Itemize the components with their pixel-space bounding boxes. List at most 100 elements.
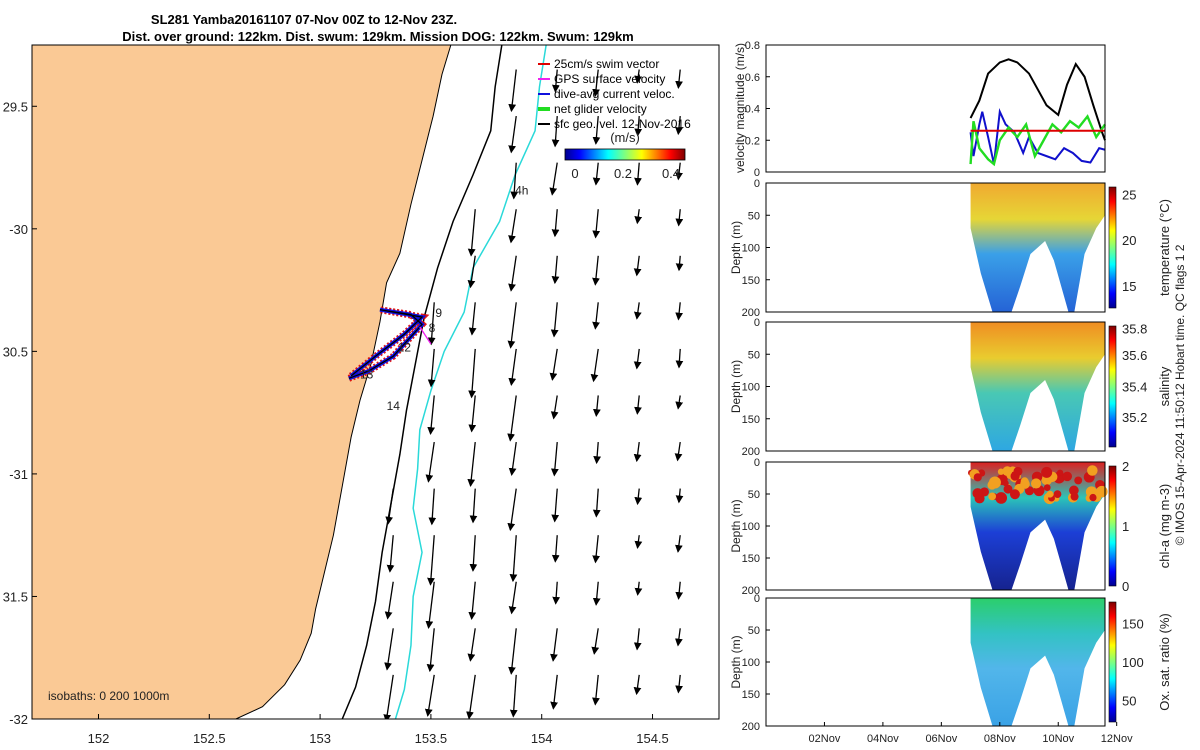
velocity-arrow bbox=[550, 395, 559, 420]
legend-entry: dive-avg current veloc. bbox=[554, 87, 675, 101]
colorbar bbox=[564, 148, 686, 161]
chla-bloom-marker bbox=[988, 476, 1001, 489]
velocity-arrow bbox=[550, 628, 558, 662]
colorbar-title: chl-a (mg m-3) bbox=[1157, 484, 1172, 569]
isobath-1000m bbox=[394, 45, 547, 719]
time-tick-label: 10Nov bbox=[1042, 733, 1074, 745]
velocity-arrow bbox=[386, 535, 395, 573]
colorbar-title: temperature (°C) bbox=[1157, 199, 1172, 296]
chla-bloom-marker bbox=[1009, 489, 1020, 500]
velocity-arrow bbox=[468, 348, 476, 399]
time-tick-label: 02Nov bbox=[809, 733, 841, 745]
velocity-arrow bbox=[675, 162, 683, 181]
velocity-arrow bbox=[551, 209, 560, 238]
section-panel-temperature: 0 50 100 150 200 Depth (m) 25 20 15 temperature (… bbox=[729, 178, 1172, 319]
velocity-arrow bbox=[508, 628, 517, 675]
map-frame bbox=[31, 44, 720, 720]
day-label: 14 bbox=[387, 399, 401, 413]
velocity-arrow bbox=[425, 441, 435, 483]
depth-tick-label: 0 bbox=[754, 457, 760, 469]
chla-bloom-marker bbox=[1062, 471, 1073, 482]
chla-bloom-marker bbox=[1069, 485, 1079, 496]
velocity-arrow bbox=[467, 209, 476, 257]
velocity-arrow bbox=[468, 581, 477, 621]
depth-axis-label: Depth (m) bbox=[729, 360, 743, 413]
chla-bloom-marker bbox=[972, 488, 983, 499]
velocity-arrow bbox=[552, 69, 560, 93]
depth-tick-label: 150 bbox=[742, 414, 760, 426]
map-x-tick-label: 153.5 bbox=[415, 731, 448, 746]
velocity-arrow bbox=[509, 674, 518, 718]
depth-tick-label: 50 bbox=[748, 349, 760, 361]
velocity-arrow bbox=[675, 535, 683, 553]
velocity-y-tick-label: 0 bbox=[754, 167, 760, 179]
velocity-arrow bbox=[507, 302, 517, 349]
legend-entry: net glider velocity bbox=[554, 102, 647, 116]
chla-bloom-marker bbox=[1046, 490, 1054, 498]
velocity-arrow bbox=[468, 395, 477, 433]
velocity-arrow bbox=[633, 302, 642, 320]
map-clipped-area bbox=[32, 45, 684, 719]
day-label: 12 bbox=[398, 340, 412, 354]
velocity-arrow bbox=[633, 628, 642, 651]
velocity-y-tick-label: 0.6 bbox=[745, 72, 760, 84]
chla-bloom-marker bbox=[1087, 465, 1098, 476]
depth-tick-label: 150 bbox=[742, 275, 760, 287]
depth-tick-label: 150 bbox=[742, 553, 760, 565]
depth-tick-label: 0 bbox=[754, 593, 760, 605]
depth-tick-label: 200 bbox=[742, 585, 760, 597]
velocity-arrow bbox=[633, 674, 642, 696]
depth-axis-label: Depth (m) bbox=[729, 635, 743, 688]
depth-tick-label: 200 bbox=[742, 446, 760, 458]
map-y-tick-label: 29.5 bbox=[3, 99, 28, 114]
colorbar-tick-label: 25 bbox=[1122, 187, 1136, 202]
time-tick-label: 08Nov bbox=[984, 733, 1016, 745]
chla-bloom-marker bbox=[1053, 490, 1062, 499]
chla-bloom-marker bbox=[1043, 484, 1051, 492]
colorbar-tick-label: 35.8 bbox=[1122, 321, 1147, 336]
land-mass bbox=[32, 45, 452, 719]
velocity-arrow bbox=[466, 674, 476, 719]
velocity-arrow bbox=[592, 581, 601, 606]
velocity-arrow bbox=[675, 395, 684, 410]
velocity-arrow bbox=[634, 162, 642, 186]
velocity-arrow bbox=[675, 209, 684, 227]
section-panel-salinity: 0 50 100 150 200 Depth (m) 35.8 35.6 35.4 35.2 sal… bbox=[729, 317, 1172, 458]
section-colorbar bbox=[1108, 601, 1117, 723]
depth-tick-label: 50 bbox=[748, 210, 760, 222]
colorbar-tick-label: 35.6 bbox=[1122, 348, 1147, 363]
chla-bloom-marker bbox=[1031, 478, 1042, 489]
velocity-arrow bbox=[592, 674, 600, 706]
section-data-field bbox=[970, 322, 1105, 451]
map-x-tick-label: 154 bbox=[531, 731, 553, 746]
velocity-arrow bbox=[633, 441, 642, 463]
velocity-y-tick-label: 0.2 bbox=[745, 135, 760, 147]
velocity-arrow bbox=[675, 302, 684, 321]
velocity-arrow bbox=[425, 581, 435, 629]
velocity-arrow bbox=[427, 348, 436, 388]
section-data-field bbox=[970, 598, 1105, 726]
map-x-tick-label: 152.5 bbox=[193, 731, 226, 746]
imos-credit: © IMOS 15-Apr-2024 11:50:12 Hobart time.… bbox=[1173, 244, 1187, 545]
colorbar-title: Ox. sat. ratio (%) bbox=[1157, 613, 1172, 711]
depth-tick-label: 0 bbox=[754, 317, 760, 329]
colorbar-tick-label: 1 bbox=[1122, 519, 1129, 534]
velocity-arrow bbox=[634, 488, 643, 506]
figure-title-line1: SL281 Yamba20161107 07-Nov 00Z to 12-Nov… bbox=[151, 12, 457, 27]
map-y-tick-label: -31 bbox=[9, 467, 28, 482]
velocity-arrow bbox=[634, 395, 642, 415]
velocity-arrow bbox=[549, 348, 558, 381]
legend-entry: sfc geo. vel. 12-Nov-2016 bbox=[554, 117, 691, 131]
velocity-arrow bbox=[593, 395, 601, 417]
map-x-tick-label: 152 bbox=[88, 731, 110, 746]
time-tick-label: 04Nov bbox=[867, 733, 899, 745]
chla-bloom-marker bbox=[997, 468, 1005, 475]
colorbar-tick-label: 15 bbox=[1122, 279, 1136, 294]
section-data-field bbox=[970, 183, 1105, 312]
day-label: 4h bbox=[515, 184, 528, 198]
velocity-arrow bbox=[508, 115, 517, 154]
velocity-arrow bbox=[427, 302, 436, 346]
velocity-arrow bbox=[468, 302, 477, 336]
